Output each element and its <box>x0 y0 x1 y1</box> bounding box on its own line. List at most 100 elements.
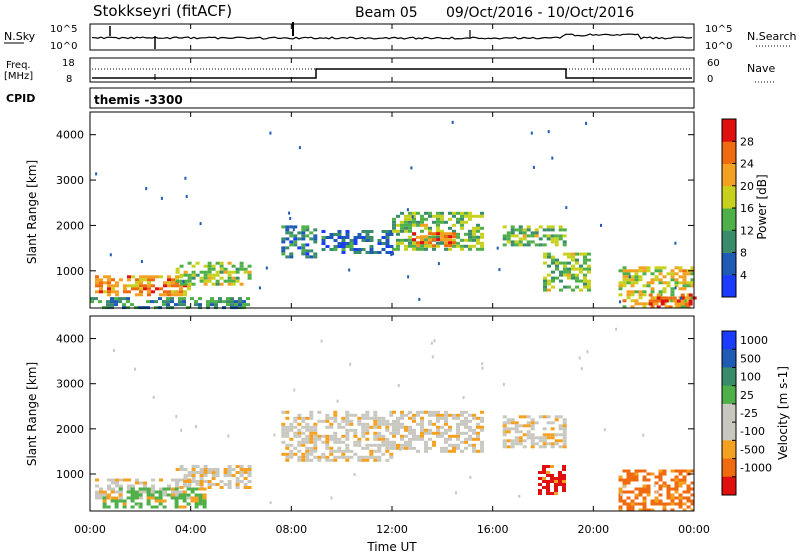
scatter-cell <box>538 445 543 449</box>
scatter-cell <box>385 425 390 429</box>
x-tick-label: 00:00 <box>74 523 106 536</box>
scatter-cell <box>420 229 424 233</box>
scatter-cell <box>562 489 566 492</box>
scatter-cell <box>563 252 567 256</box>
scatter-cell <box>396 223 400 227</box>
scatter-cell <box>392 428 396 432</box>
scatter-cell <box>115 290 119 294</box>
scatter-cell <box>428 428 432 432</box>
scatter-cell <box>194 487 199 491</box>
scatter-cell <box>682 478 687 482</box>
scatter-cell <box>313 240 318 244</box>
scatter-cell <box>211 471 216 474</box>
scatter-cell <box>154 505 159 509</box>
scatter-cell <box>289 449 294 453</box>
scatter-cell <box>187 287 191 291</box>
scatter-cell <box>634 281 639 285</box>
colorbar-swatch <box>722 367 736 387</box>
scatter-cell <box>377 239 382 242</box>
noise-point <box>175 414 178 418</box>
scatter-cell <box>175 480 180 483</box>
scatter-cell <box>377 431 382 435</box>
scatter-cell <box>281 237 286 241</box>
scatter-cell <box>151 275 155 279</box>
scatter-cell <box>654 275 659 279</box>
scatter-cell <box>119 278 123 282</box>
scatter-cell <box>309 410 314 414</box>
scatter-cell <box>223 279 228 283</box>
scatter-cell <box>420 425 424 429</box>
scatter-cell <box>392 419 396 423</box>
scatter-cell <box>526 436 531 440</box>
scatter-cell <box>686 281 691 285</box>
scatter-cell <box>147 284 151 288</box>
scatter-cell <box>554 240 559 244</box>
scatter-cell <box>646 269 651 273</box>
scatter-cell <box>526 430 531 434</box>
scatter-cell <box>297 416 302 420</box>
scatter-cell <box>174 502 179 506</box>
scatter-cell <box>678 269 683 273</box>
scatter-cell <box>424 431 428 435</box>
scatter-cell <box>301 431 306 435</box>
scatter-cell <box>666 284 671 288</box>
scatter-cell <box>550 433 555 437</box>
scatter-cell <box>650 278 655 282</box>
scatter-cell <box>179 490 183 494</box>
scatter-cell <box>546 471 550 474</box>
scatter-cell <box>357 233 362 236</box>
scatter-cell <box>174 487 179 491</box>
scatter-cell <box>530 418 535 422</box>
scatter-cell <box>333 458 338 462</box>
scatter-cell <box>420 431 424 435</box>
scatter-cell <box>190 496 195 500</box>
scatter-cell <box>186 493 191 497</box>
scatter-cell <box>444 235 449 239</box>
scatter-cell <box>575 252 579 256</box>
scatter-cell <box>365 239 370 242</box>
scatter-cell <box>448 232 453 236</box>
scatter-cell <box>285 446 290 450</box>
scatter-cell <box>293 419 298 423</box>
scatter-cell <box>436 217 440 221</box>
scatter-cell <box>440 232 445 236</box>
scatter-cell <box>440 431 444 435</box>
scatter-cell <box>571 255 575 259</box>
scatter-cell <box>480 235 484 239</box>
scatter-cell <box>247 465 252 468</box>
scatter-cell <box>436 232 441 236</box>
scatter-cell <box>349 428 354 432</box>
scatter-cell <box>558 471 562 474</box>
scatter-cell <box>400 434 404 438</box>
scatter-cell <box>301 416 306 420</box>
noise-right-tick-high: 10^5 <box>705 24 732 35</box>
scatter-cell <box>361 422 366 426</box>
scatter-cell <box>90 297 94 301</box>
scatter-cell <box>634 272 639 276</box>
scatter-cell <box>171 490 175 494</box>
scatter-cell <box>158 490 163 494</box>
scatter-cell <box>424 443 428 447</box>
scatter-cell <box>436 229 440 233</box>
noise-point <box>674 286 677 290</box>
scatter-cell <box>317 410 322 414</box>
scatter-cell <box>183 284 187 288</box>
scatter-cell <box>674 272 679 276</box>
scatter-cell <box>215 282 220 286</box>
noise-point <box>551 156 554 160</box>
scatter-cell <box>412 428 416 432</box>
scatter-cell <box>664 299 669 303</box>
scatter-cell <box>191 276 196 280</box>
scatter-cell <box>408 223 412 227</box>
scatter-cell <box>341 245 346 248</box>
scatter-cell <box>510 418 515 422</box>
scatter-cell <box>231 276 236 280</box>
scatter-cell <box>522 433 527 437</box>
scatter-cell <box>626 481 631 485</box>
scatter-cell <box>480 241 484 245</box>
scatter-cell <box>345 446 350 450</box>
scatter-cell <box>392 229 396 233</box>
scatter-cell <box>428 229 432 233</box>
scatter-cell <box>159 487 163 491</box>
